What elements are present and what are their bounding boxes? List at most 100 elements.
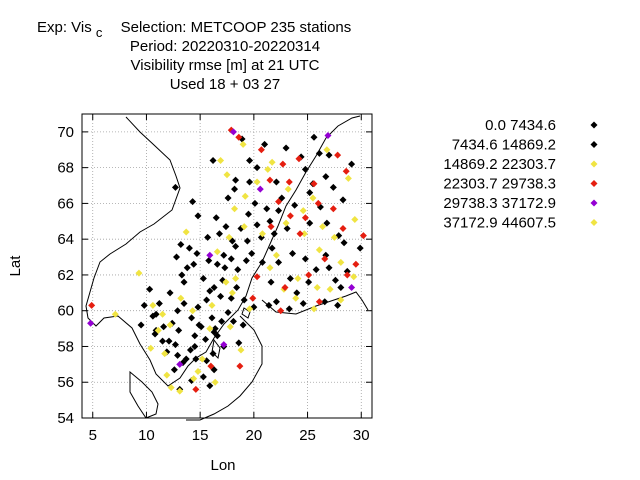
data-point xyxy=(265,301,273,309)
data-point xyxy=(176,387,184,395)
data-point xyxy=(211,378,219,386)
data-point xyxy=(275,258,283,266)
data-point xyxy=(186,346,194,354)
plot-frame xyxy=(81,113,373,419)
data-point xyxy=(281,283,289,291)
data-point xyxy=(160,323,168,331)
data-point xyxy=(295,155,303,163)
data-point xyxy=(239,321,247,329)
data-point xyxy=(246,178,254,186)
legend-marker xyxy=(590,219,598,226)
data-point xyxy=(192,355,200,363)
data-point xyxy=(159,310,167,318)
data-point xyxy=(323,219,331,227)
data-point xyxy=(351,216,359,224)
data-point xyxy=(272,251,280,259)
data-point xyxy=(195,321,203,329)
data-point xyxy=(166,321,174,329)
data-point xyxy=(342,167,350,175)
data-point xyxy=(167,384,175,392)
data-point xyxy=(322,251,330,259)
data-point xyxy=(163,371,171,379)
data-point xyxy=(321,255,329,263)
legend-marker xyxy=(590,180,598,187)
data-point xyxy=(231,185,239,193)
data-point xyxy=(339,224,347,232)
y-tick-label: 60 xyxy=(57,303,74,320)
data-point xyxy=(240,223,248,231)
data-point xyxy=(189,198,197,206)
data-point xyxy=(208,301,216,309)
data-point xyxy=(300,230,308,238)
data-point xyxy=(212,214,220,222)
data-point xyxy=(294,275,302,283)
data-point xyxy=(282,144,290,152)
data-point xyxy=(268,158,276,166)
baltic-coastline xyxy=(186,315,263,421)
data-point xyxy=(246,305,254,313)
y-axis-label: Lat xyxy=(7,255,24,277)
data-point xyxy=(344,174,352,182)
legend-label: 29738.3 37172.9 xyxy=(443,195,556,212)
legend-marker xyxy=(590,160,598,168)
data-point xyxy=(249,294,257,302)
scandinavia-coastline xyxy=(85,115,361,387)
data-point xyxy=(286,275,294,283)
data-point xyxy=(171,341,179,349)
y-tick-label: 68 xyxy=(57,160,74,177)
legend-marker xyxy=(590,141,598,148)
legend-label: 14869.2 22303.7 xyxy=(443,156,556,173)
data-point xyxy=(261,140,269,148)
y-tick-label: 66 xyxy=(57,195,74,212)
data-point xyxy=(202,335,210,343)
data-point xyxy=(241,192,249,200)
data-point xyxy=(237,346,245,354)
data-point xyxy=(266,176,274,184)
legend: 0.0 7434.6 7434.6 14869.2 14869.2 22303.7 2… xyxy=(443,117,598,232)
x-tick-label: 20 xyxy=(246,427,263,444)
y-tick-label: 56 xyxy=(57,374,74,391)
data-point xyxy=(340,239,348,247)
data-point xyxy=(240,296,248,304)
data-point xyxy=(213,248,221,256)
data-point xyxy=(242,257,250,265)
finland-coastline xyxy=(261,291,369,315)
data-point xyxy=(111,310,119,318)
data-point xyxy=(313,283,321,291)
data-point xyxy=(87,319,95,327)
axis-ticks: 5 10 15 20 25 30 54 56 58 60 62 64 66 68 70 xyxy=(57,114,372,444)
data-point xyxy=(266,264,274,272)
data-point xyxy=(329,205,337,213)
data-point xyxy=(161,350,169,358)
data-point xyxy=(319,223,327,231)
data-point xyxy=(334,151,342,159)
data-point xyxy=(220,251,228,259)
data-point xyxy=(188,314,196,322)
data-point xyxy=(208,314,216,322)
data-point xyxy=(246,156,254,164)
data-point xyxy=(174,307,182,315)
data-point xyxy=(292,294,300,302)
data-point xyxy=(253,178,261,186)
data-point xyxy=(146,285,154,293)
data-point xyxy=(244,210,252,218)
data-point xyxy=(180,278,188,286)
y-tick-label: 64 xyxy=(57,231,74,248)
data-point xyxy=(277,307,285,315)
data-point xyxy=(337,258,345,266)
data-point xyxy=(154,326,162,334)
data-point xyxy=(165,337,173,345)
data-point xyxy=(207,362,215,370)
data-point xyxy=(243,237,251,245)
data-point xyxy=(194,212,202,220)
data-point xyxy=(190,375,198,383)
data-point xyxy=(321,298,329,306)
data-point xyxy=(190,260,198,268)
data-point xyxy=(253,164,261,172)
data-point xyxy=(312,266,320,274)
gotland-coastline xyxy=(211,338,221,360)
data-point xyxy=(343,267,351,275)
data-point xyxy=(177,294,185,302)
data-point xyxy=(348,160,356,168)
data-point xyxy=(309,194,317,202)
